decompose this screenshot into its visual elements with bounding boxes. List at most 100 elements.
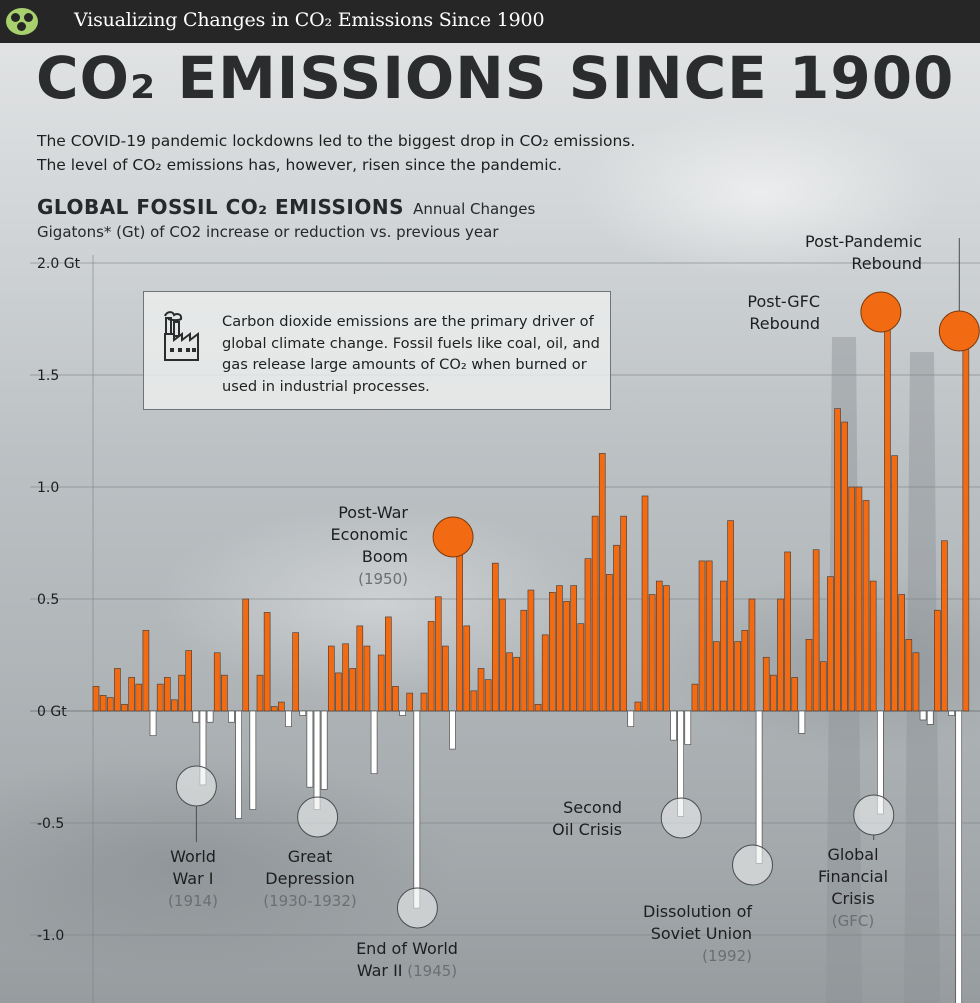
article-title: Visualizing Changes in CO₂ Emissions Sin… — [74, 9, 545, 31]
bar-1961 — [527, 589, 535, 712]
annotation-label: Economic — [331, 525, 408, 544]
annotation-label: Global — [827, 845, 878, 864]
annotation-label: World — [170, 847, 216, 866]
bar-2021 — [955, 710, 963, 1003]
bar-1901 — [99, 695, 107, 712]
bar-1985 — [698, 560, 706, 712]
bar-1942 — [392, 686, 399, 712]
bar-1917 — [213, 652, 221, 712]
bar-1953 — [470, 690, 478, 712]
bar-1906 — [135, 683, 143, 712]
bar-1976 — [634, 701, 642, 712]
bar-1972 — [606, 574, 613, 712]
chart-title: GLOBAL FOSSIL CO₂ EMISSIONS Annual Chang… — [37, 195, 535, 219]
bar-1973 — [613, 544, 620, 712]
annotation-label: Depression — [265, 869, 354, 888]
bar-1937 — [356, 625, 364, 712]
bar-1989 — [727, 520, 734, 712]
bar-1908 — [149, 710, 157, 736]
bar-1946 — [420, 692, 428, 712]
bar-2004 — [834, 408, 841, 712]
bar-1924 — [263, 612, 271, 712]
bar-1999 — [798, 710, 806, 734]
annotation-label: Post-War — [338, 503, 408, 522]
bar-1998 — [791, 677, 799, 712]
bar-2019 — [941, 540, 948, 712]
bar-2020 — [948, 710, 955, 716]
bar-2000 — [805, 639, 813, 712]
page-title: CO₂ EMISSIONS SINCE 1900 — [36, 44, 955, 112]
bar-1922 — [249, 710, 257, 810]
annotation-year: (1945) — [403, 962, 458, 980]
bar-1959 — [513, 656, 520, 712]
annotation-label: Dissolution of — [643, 902, 752, 921]
highlight-circle-rise — [938, 310, 980, 352]
annotation-label: Great — [288, 847, 333, 866]
bar-1914 — [192, 710, 200, 723]
bar-1969 — [584, 558, 592, 712]
annotation-label: Soviet Union — [651, 924, 752, 943]
bar-1929 — [299, 710, 307, 716]
bar-1968 — [577, 623, 585, 712]
bar-2009 — [869, 580, 877, 712]
bar-1990 — [734, 641, 742, 712]
bar-2017 — [926, 710, 934, 725]
bar-1996 — [777, 598, 784, 712]
bar-1916 — [206, 710, 214, 723]
info-box-text: Carbon dioxide emissions are the primary… — [222, 313, 600, 395]
annotation-year: (GFC) — [832, 912, 874, 930]
bar-1910 — [164, 677, 171, 712]
y-tick-label: 2.0 Gt — [37, 256, 81, 272]
top-bar: Visualizing Changes in CO₂ Emissions Sin… — [0, 0, 980, 43]
highlight-circle-rise — [860, 291, 902, 333]
bar-1935 — [342, 643, 349, 712]
bar-1932 — [320, 710, 328, 790]
bar-1956 — [491, 562, 499, 712]
bar-1938 — [363, 645, 371, 712]
bar-2001 — [812, 549, 820, 712]
annotation-label: Crisis — [831, 889, 874, 908]
bar-1981 — [670, 710, 677, 741]
bar-1928 — [292, 632, 299, 712]
bar-2012 — [891, 455, 898, 712]
bar-1957 — [499, 598, 506, 712]
bar-1967 — [570, 585, 578, 712]
bar-1925 — [270, 706, 278, 712]
annotation-label: Rebound — [851, 254, 922, 273]
smokestack-2 — [904, 352, 940, 1003]
bar-1987 — [713, 641, 720, 712]
bar-1949 — [442, 645, 449, 712]
y-tick-label: 1.5 — [37, 368, 59, 384]
bar-1934 — [335, 672, 342, 712]
bar-1904 — [121, 703, 128, 712]
bar-1993 — [755, 710, 763, 864]
highlight-circle-drop — [660, 797, 702, 839]
annotation-label: Financial — [818, 867, 888, 886]
bar-1902 — [106, 697, 114, 712]
bar-2008 — [862, 500, 870, 712]
bar-1939 — [370, 710, 378, 775]
highlight-circle-drop — [732, 844, 774, 886]
bar-1947 — [427, 621, 435, 712]
bar-1900 — [92, 686, 100, 712]
bar-1909 — [156, 683, 164, 712]
annotation-year: (1930-1932) — [263, 892, 356, 910]
highlight-circle-drop — [175, 765, 217, 807]
annotation-label: Rebound — [749, 314, 820, 333]
highlight-circle-drop — [396, 887, 438, 929]
y-tick-label: 1.0 — [37, 480, 59, 496]
visual-capitalist-logo-icon[interactable] — [6, 8, 38, 35]
annotation-label: Oil Crisis — [552, 820, 622, 839]
bar-1941 — [385, 616, 392, 712]
factory-icon — [164, 311, 199, 361]
bar-1920 — [235, 710, 242, 819]
bar-2011 — [884, 311, 891, 712]
bar-1936 — [349, 668, 356, 712]
bar-1974 — [620, 515, 627, 712]
bar-1966 — [563, 600, 570, 712]
bar-2014 — [905, 639, 913, 712]
bar-1975 — [627, 710, 635, 727]
subtitle-line-2: The level of CO₂ emissions has, however,… — [37, 156, 562, 174]
bar-1986 — [705, 560, 713, 712]
